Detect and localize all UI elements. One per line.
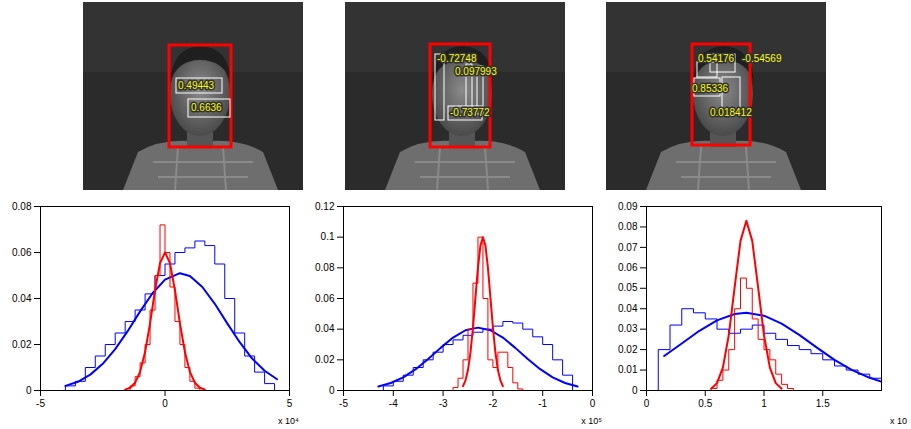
svg-text:0: 0: [26, 385, 32, 396]
svg-text:-0.73772: -0.73772: [450, 107, 490, 118]
svg-text:-0.72748: -0.72748: [437, 53, 477, 64]
svg-text:-5: -5: [339, 398, 348, 409]
svg-text:0.04: 0.04: [12, 293, 32, 304]
svg-text:-1: -1: [538, 398, 547, 409]
svg-text:0.54176: 0.54176: [698, 53, 735, 64]
svg-text:0: 0: [632, 385, 638, 396]
svg-text:0.49443: 0.49443: [178, 80, 215, 91]
svg-text:0.01: 0.01: [618, 364, 638, 375]
html-text:x 10⁴: x 10⁴: [278, 416, 299, 426]
svg-text:0.12: 0.12: [315, 201, 335, 212]
svg-text:0.02: 0.02: [315, 354, 335, 365]
svg-text:0.06: 0.06: [315, 293, 335, 304]
svg-text:0.04: 0.04: [315, 323, 335, 334]
svg-text:-4: -4: [389, 398, 398, 409]
svg-text:0.6636: 0.6636: [191, 102, 222, 113]
svg-text:0.09: 0.09: [618, 201, 638, 212]
html-text:x 10⁵: x 10⁵: [581, 416, 602, 426]
svg-text:0: 0: [329, 385, 335, 396]
svg-text:5: 5: [287, 398, 293, 409]
svg-text:0.1: 0.1: [321, 231, 335, 242]
svg-text:0.08: 0.08: [618, 221, 638, 232]
svg-text:0: 0: [590, 398, 596, 409]
svg-text:0.85336: 0.85336: [692, 83, 729, 94]
svg-text:0.07: 0.07: [618, 242, 638, 253]
svg-text:0.018412: 0.018412: [710, 107, 752, 118]
svg-text:-0.54569: -0.54569: [742, 53, 782, 64]
svg-text:0.04: 0.04: [618, 303, 638, 314]
svg-text:0.5: 0.5: [698, 398, 712, 409]
svg-text:0.08: 0.08: [12, 201, 32, 212]
svg-text:0.06: 0.06: [12, 247, 32, 258]
svg-text:0.097993: 0.097993: [455, 66, 497, 77]
svg-text:0.02: 0.02: [618, 344, 638, 355]
svg-text:-3: -3: [439, 398, 448, 409]
html-text:x 10: x 10: [890, 416, 907, 426]
svg-text:-5: -5: [36, 398, 45, 409]
svg-text:0.05: 0.05: [618, 282, 638, 293]
svg-text:0.08: 0.08: [315, 262, 335, 273]
svg-text:-2: -2: [488, 398, 497, 409]
svg-text:1: 1: [761, 398, 767, 409]
svg-text:0: 0: [644, 398, 650, 409]
svg-text:1.5: 1.5: [816, 398, 830, 409]
svg-text:0.03: 0.03: [618, 323, 638, 334]
svg-text:0.02: 0.02: [12, 339, 32, 350]
svg-text:0: 0: [162, 398, 168, 409]
svg-text:0.06: 0.06: [618, 262, 638, 273]
